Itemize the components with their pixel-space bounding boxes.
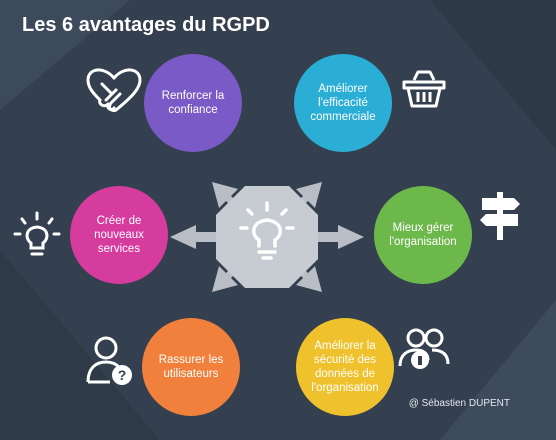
users-lock-icon [398, 328, 450, 369]
arrow-right [312, 225, 364, 249]
signpost-icon [480, 192, 520, 240]
bg-facet [430, 0, 556, 150]
center-octagon [216, 186, 318, 288]
benefit-label: Rassurer les utilisateurs [158, 354, 224, 380]
handshake-icon [86, 68, 142, 112]
bg-facet [0, 0, 130, 110]
benefit-label: Créer de nouveaux services [94, 215, 144, 255]
benefit-circle-organisation: Mieux gérer l'organisation [374, 186, 472, 284]
lightbulb-icon [239, 201, 295, 260]
author-credit: @ Sébastien DUPENT [408, 398, 510, 409]
bg-facet [0, 250, 160, 440]
benefit-circle-security: Améliorer la sécurité des données de l'o… [296, 318, 394, 416]
benefit-circle-trust: Renforcer la confiance [144, 54, 242, 152]
benefit-label: Renforcer la confiance [161, 90, 225, 116]
svg-text:?: ? [118, 367, 127, 383]
benefit-label: Mieux gérer l'organisation [389, 222, 457, 248]
arrow-left [170, 225, 222, 249]
lightbulb-idea-icon [13, 211, 61, 256]
user-question-icon: ? [86, 336, 132, 385]
shopping-basket-icon [402, 70, 446, 108]
benefit-label: Améliorer l'efficacité commerciale [310, 83, 376, 123]
benefit-circle-reassure: Rassurer les utilisateurs [142, 318, 240, 416]
page-title: Les 6 avantages du RGPD [22, 14, 270, 36]
benefit-circle-services: Créer de nouveaux services [70, 186, 168, 284]
benefit-circle-commercial: Améliorer l'efficacité commerciale [294, 54, 392, 152]
bg-facet [440, 300, 556, 440]
benefit-label: Améliorer la sécurité des données de l'o… [311, 340, 379, 394]
